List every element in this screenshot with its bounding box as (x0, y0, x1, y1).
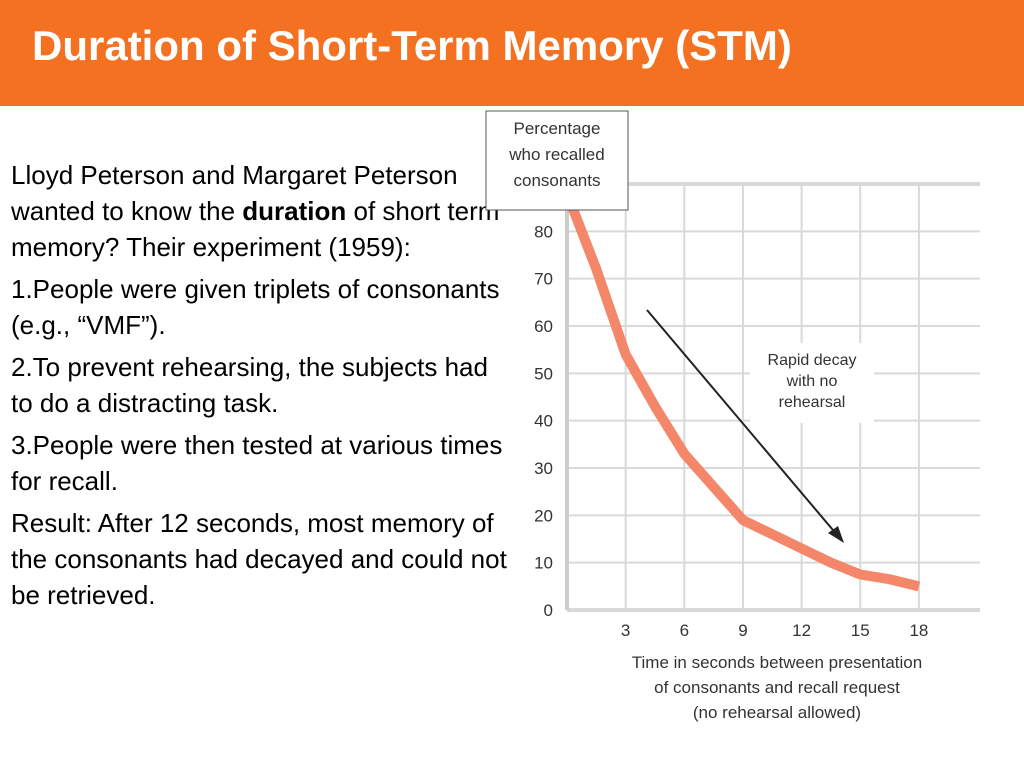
x-tick-label: 12 (792, 621, 811, 640)
annotation-text: Rapid decay with no rehearsal (768, 352, 857, 411)
recall-curve (562, 191, 921, 592)
slide-header: Duration of Short-Term Memory (STM) (0, 0, 1024, 106)
y-tick-label: 70 (534, 270, 553, 289)
intro-text-1: Lloyd Peterson and Margaret Peterson wan… (11, 160, 458, 226)
y-tick-label: 10 (534, 554, 553, 573)
y-tick-label: 80 (534, 222, 553, 241)
y-tick-label: 30 (534, 459, 553, 478)
y-axis-title: Percentage who recalled consonants (508, 119, 604, 190)
x-tick-label: 9 (738, 621, 747, 640)
y-tick-label: 0 (544, 601, 553, 620)
intro-bold-term: duration (242, 196, 347, 226)
y-tick-label: 40 (534, 412, 553, 431)
point-1: 1.People were given triplets of consonan… (11, 274, 500, 340)
x-tick-label: 18 (909, 621, 928, 640)
decay-arrowhead (828, 526, 844, 543)
result-paragraph: Result: After 12 seconds, most memory of… (11, 508, 507, 610)
y-axis-title-box (485, 110, 629, 211)
intro-text-2: of short term memory? Their experiment (… (11, 196, 500, 262)
point-3: 3.People were then tested at various tim… (11, 430, 503, 496)
slide-title: Duration of Short-Term Memory (STM) (32, 22, 792, 69)
annotation-box (750, 343, 874, 423)
y-tick-label: 60 (534, 317, 553, 336)
x-tick-label: 3 (621, 621, 630, 640)
x-tick-label: 15 (851, 621, 870, 640)
x-axis-title: Time in seconds between presentation of c… (632, 653, 922, 722)
x-tick-labels: 3 6 9 12 15 18 (621, 621, 928, 640)
decay-arrow (646, 309, 839, 537)
x-tick-label: 6 (680, 621, 689, 640)
y-tick-label: 50 (534, 364, 553, 383)
point-2: 2.To prevent rehearsing, the subjects ha… (11, 352, 488, 418)
chart-curve-layer (562, 191, 921, 592)
slide-body: Lloyd Peterson and Margaret Peterson wan… (11, 157, 511, 619)
intro-paragraph: Lloyd Peterson and Margaret Peterson wan… (11, 157, 511, 265)
y-tick-label: 20 (534, 506, 553, 525)
